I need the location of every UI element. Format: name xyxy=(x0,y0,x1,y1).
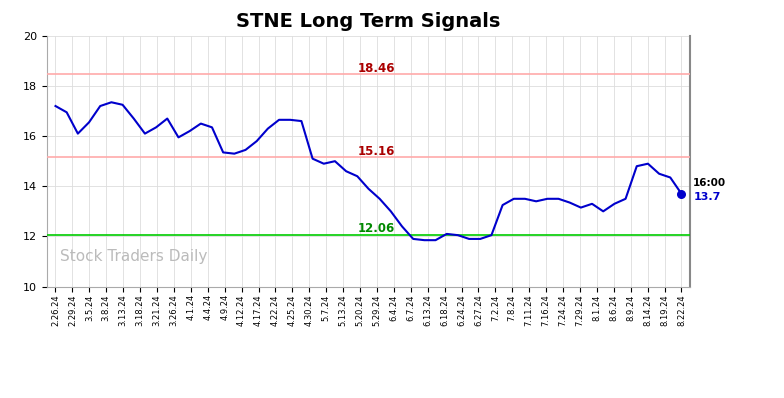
Text: 18.46: 18.46 xyxy=(358,62,395,75)
Text: 15.16: 15.16 xyxy=(358,144,395,158)
Point xyxy=(675,191,688,197)
Text: 13.7: 13.7 xyxy=(693,192,720,202)
Text: 16:00: 16:00 xyxy=(693,178,727,188)
Text: Stock Traders Daily: Stock Traders Daily xyxy=(60,250,207,265)
Text: 12.06: 12.06 xyxy=(358,222,395,235)
Title: STNE Long Term Signals: STNE Long Term Signals xyxy=(236,12,501,31)
